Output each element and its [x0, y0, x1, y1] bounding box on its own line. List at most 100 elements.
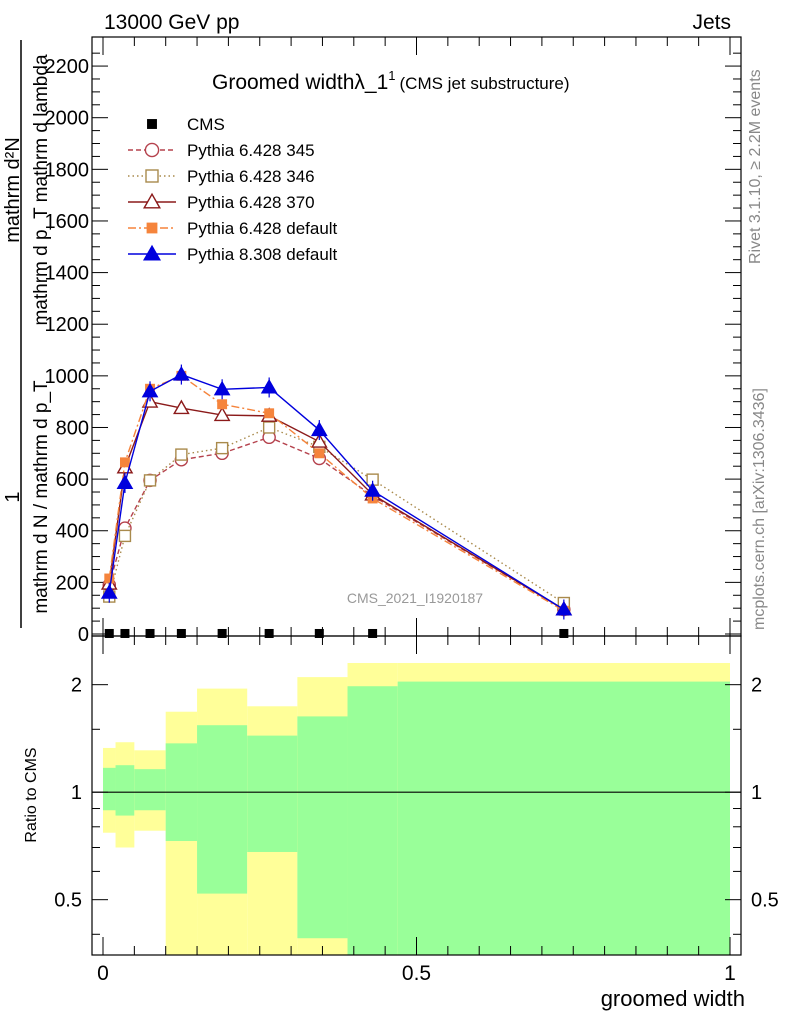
data-point [104, 628, 114, 638]
legend-item-4: Pythia 6.428 default [128, 219, 338, 238]
legend-label: Pythia 6.428 370 [187, 193, 315, 212]
ytick-label: 1600 [45, 211, 90, 233]
ytick-label: 0 [78, 624, 89, 646]
data-point [173, 399, 190, 415]
legend-marker [142, 192, 162, 209]
series-4 [104, 370, 569, 616]
mcplots-label: mcplots.cern.ch [arXiv:1306.3436] [751, 388, 768, 630]
data-point [555, 600, 573, 616]
ratio-ytick-label-right: 2 [751, 675, 762, 697]
chart-subtitle: (CMS jet substructure) [400, 74, 570, 93]
ratio-ytick-label-right: 1 [751, 782, 762, 804]
data-point [175, 448, 188, 461]
legend-item-2: Pythia 6.428 346 [128, 167, 315, 186]
band-inner-8 [397, 681, 730, 955]
ratio-ytick-label: 0.5 [54, 890, 82, 912]
header-right: Jets [692, 11, 731, 34]
legend-label: Pythia 6.428 345 [187, 141, 315, 160]
band-inner-5 [247, 735, 298, 852]
series-line-3 [108, 400, 565, 611]
header-left: 13000 GeV pp [104, 11, 239, 34]
upper-panel: 0 200 400 600 800 1000 1200 1400 1600 1800 2000 220… [45, 36, 742, 646]
legend-marker [142, 244, 162, 261]
ytick-label: 200 [56, 572, 89, 594]
series-3 [100, 393, 573, 616]
band-inner-0 [103, 767, 116, 811]
ytick-label: 1800 [45, 159, 90, 181]
rivet-label: Rivet 3.1.10, ≥ 2.2M events [747, 69, 764, 264]
data-point [104, 573, 115, 584]
ylabel-prefix-num: 1 [2, 491, 24, 502]
ytick-label: 2000 [45, 108, 90, 130]
data-point [314, 628, 324, 638]
ytick-label: 800 [56, 417, 89, 439]
legend-marker [146, 222, 158, 234]
legend-label: Pythia 6.428 default [187, 219, 338, 238]
data-point [173, 365, 190, 381]
band-inner-6 [297, 716, 348, 939]
legend: CMS Pythia 6.428 345 Pythia 6.428 346 Pythi… [128, 115, 338, 264]
data-point [213, 380, 231, 396]
ratio-ylabel: Ratio to CMS [23, 747, 40, 842]
ylabel-prefix-den: mathrm d N / mathrm d p_T [31, 380, 52, 614]
chart-title-sup: 1 [388, 68, 395, 83]
ylabel-num: mathrm d²N [2, 137, 24, 243]
data-point [264, 408, 275, 419]
analysis-watermark: CMS_2021_I1920187 [347, 590, 483, 606]
band-inner-4 [197, 725, 248, 894]
data-point [559, 628, 569, 638]
chart-title: Groomed widthλ_11 (CMS jet substructure) [212, 68, 570, 94]
ytick-label: 400 [56, 521, 89, 543]
legend-marker [144, 142, 160, 158]
series-0 [104, 628, 569, 638]
data-point [310, 433, 328, 448]
data-point [262, 421, 276, 434]
data-point [141, 382, 159, 398]
legend-label: Pythia 8.308 default [187, 245, 338, 264]
data-point [143, 474, 157, 487]
data-point [100, 584, 118, 599]
legend-label: Pythia 6.428 346 [187, 167, 315, 186]
band-inner-1 [115, 765, 135, 816]
ratio-ytick-label: 2 [71, 675, 82, 697]
xtick-label: 0 [97, 962, 109, 985]
data-point [217, 399, 228, 410]
data-point [116, 474, 134, 490]
ylabel-den: mathrm d p_T mathrm d lambda [31, 54, 52, 325]
data-point [118, 529, 132, 543]
data-point [364, 482, 381, 497]
xtick-label: 0.5 [402, 962, 431, 985]
data-point [119, 457, 130, 468]
data-point [310, 421, 328, 437]
data-point [368, 628, 378, 638]
upper-ylabel: 1 mathrm d N / mathrm d p_T mathrm d²N m… [2, 40, 52, 628]
legend-marker [145, 169, 159, 183]
series-layer [100, 364, 573, 638]
data-point [176, 628, 186, 638]
xtick-label: 1 [724, 962, 736, 985]
data-point [217, 628, 227, 638]
data-point [215, 441, 229, 455]
x-axis-label: groomed width [601, 986, 745, 1011]
legend-item-3: Pythia 6.428 370 [128, 192, 315, 212]
ytick-label: 600 [56, 469, 89, 491]
legend-marker [147, 119, 157, 129]
ratio-ytick-label: 1 [71, 782, 82, 804]
series-line-2 [108, 426, 565, 604]
chart-title-main: Groomed widthλ_1 [212, 71, 388, 94]
ytick-label: 1400 [45, 263, 90, 285]
data-point [260, 378, 278, 394]
legend-item-5: Pythia 8.308 default [128, 244, 338, 264]
data-point [264, 628, 274, 638]
data-point [314, 448, 325, 459]
ytick-label: 1000 [45, 366, 90, 388]
legend-item-0: CMS [147, 115, 225, 134]
ratio-ytick-label-right: 0.5 [751, 890, 779, 912]
legend-item-1: Pythia 6.428 345 [128, 141, 315, 160]
data-point [213, 406, 231, 422]
ytick-label: 2200 [45, 56, 90, 78]
ytick-label: 1200 [45, 314, 90, 336]
data-point [120, 628, 130, 638]
band-inner-7 [347, 686, 398, 955]
